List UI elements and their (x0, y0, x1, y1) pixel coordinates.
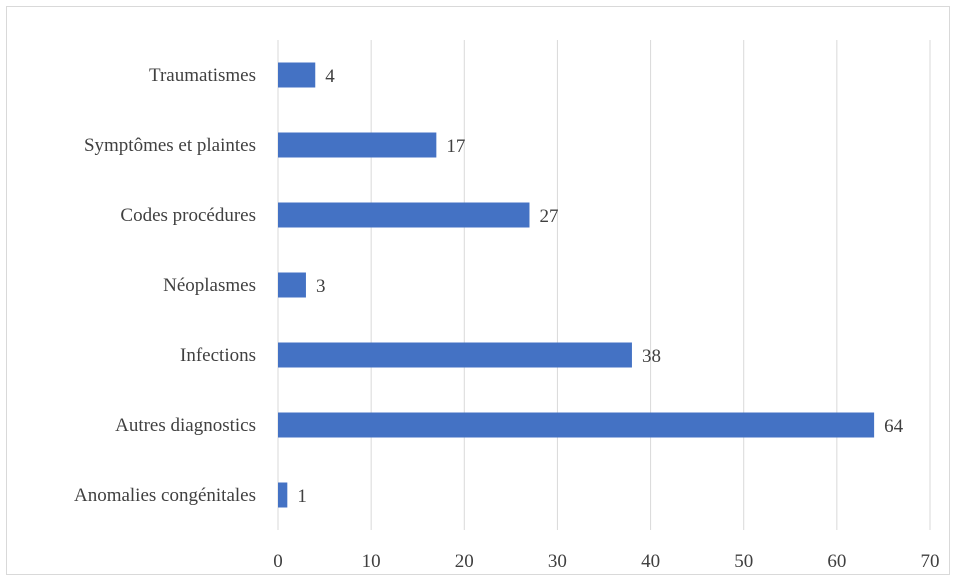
data-label: 1 (297, 486, 307, 507)
bar (278, 342, 632, 368)
bar (278, 272, 306, 298)
data-labels: 4 17 27 3 38 64 1 (297, 66, 903, 507)
category-label: Anomalies congénitales (74, 485, 256, 506)
bar (278, 132, 437, 158)
x-axis-tick-labels: 0 10 20 30 40 50 60 70 (273, 551, 939, 572)
category-label: Codes procédures (120, 205, 256, 226)
data-label: 64 (884, 416, 904, 437)
category-label: Traumatismes (149, 65, 256, 86)
x-tick-label: 50 (734, 551, 753, 572)
chart-frame (6, 6, 950, 575)
data-label: 17 (446, 136, 465, 157)
bar (278, 482, 288, 508)
data-label: 38 (642, 346, 661, 367)
bar (278, 62, 316, 88)
bar (278, 202, 530, 228)
data-label: 4 (325, 66, 335, 87)
x-tick-label: 30 (548, 551, 567, 572)
x-tick-label: 20 (455, 551, 474, 572)
bar (278, 412, 875, 438)
category-label: Autres diagnostics (115, 415, 256, 436)
data-label: 3 (316, 276, 326, 297)
category-label: Symptômes et plaintes (84, 135, 256, 156)
x-tick-label: 10 (362, 551, 381, 572)
gridlines (277, 40, 931, 530)
x-tick-label: 0 (273, 551, 283, 572)
bars (278, 62, 875, 508)
x-tick-label: 60 (827, 551, 846, 572)
category-labels: Traumatismes Symptômes et plaintes Codes p… (74, 65, 256, 506)
data-label: 27 (539, 206, 558, 227)
x-tick-label: 40 (641, 551, 660, 572)
category-label: Néoplasmes (163, 275, 256, 296)
category-label: Infections (180, 345, 256, 366)
x-tick-label: 70 (921, 551, 940, 572)
